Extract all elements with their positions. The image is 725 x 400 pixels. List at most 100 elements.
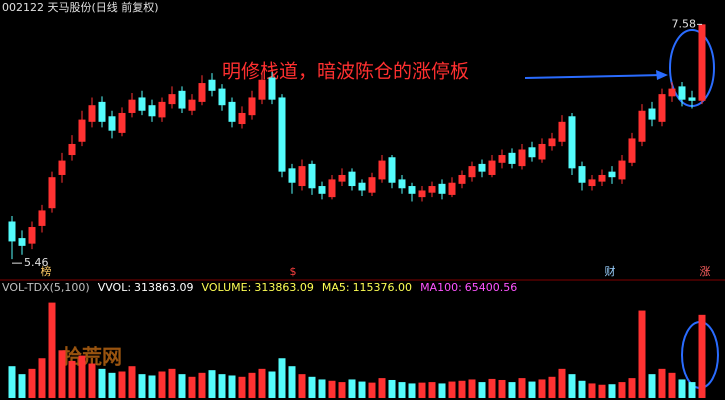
event-marker: 榜 [41, 264, 52, 278]
volume-bar [618, 382, 626, 398]
volume-bar [608, 384, 616, 398]
candle-body [148, 105, 156, 117]
volume-bar [458, 380, 466, 398]
header-value: 313863.09 [134, 281, 194, 294]
candle-body [238, 112, 246, 125]
volume-bar [158, 371, 166, 398]
volume-bar [378, 378, 386, 398]
candle-body [278, 97, 286, 172]
candle-body [528, 147, 536, 158]
volume-header: VOL-TDX(5,100) VVOL: 313863.09 VOLUME: 31386… [2, 281, 517, 294]
volume-bar [8, 366, 16, 398]
candle-body [638, 110, 646, 142]
candle-body [558, 121, 566, 142]
candle-body [518, 149, 526, 167]
volume-bar [578, 380, 586, 398]
candle-body [368, 177, 376, 193]
volume-bar [218, 374, 226, 398]
low-label: 5.46 [24, 256, 49, 269]
candle-body [318, 186, 326, 194]
candle-body [668, 88, 676, 97]
volume-bar [168, 368, 176, 398]
event-marker: $ [290, 265, 297, 278]
candle-body [308, 163, 316, 189]
candle-body [678, 86, 686, 100]
volume-bar [638, 310, 646, 398]
volume-bar [538, 379, 546, 398]
volume-bar [138, 374, 146, 398]
candle-body [178, 90, 186, 109]
volume-bar [348, 379, 356, 398]
annotation: 明修栈道，暗波陈仓的涨停板 [222, 61, 469, 83]
volume-bar [678, 379, 686, 398]
volume-bar [548, 376, 556, 398]
volume-bar [448, 381, 456, 398]
event-marker: 涨 [700, 265, 711, 278]
header-value: 65400.56 [465, 281, 518, 294]
header-value: 115376.00 [353, 281, 413, 294]
volume-bar [188, 376, 196, 398]
candle-body [658, 94, 666, 122]
volume-bar [98, 368, 106, 398]
candle-body [18, 238, 26, 246]
candle-body [478, 163, 486, 172]
candle-body [28, 227, 36, 244]
volume-bar [468, 379, 476, 398]
volume-bar [228, 375, 236, 398]
candle-body [688, 97, 696, 101]
volume-bar [328, 380, 336, 398]
event-marker: 财 [605, 264, 616, 278]
candle-body [628, 138, 636, 163]
volume-bar [238, 376, 246, 398]
volume-bar [628, 378, 636, 398]
volume-bar [88, 363, 96, 398]
candle-body [388, 157, 396, 183]
candle-body [78, 119, 86, 142]
candle-body [88, 105, 96, 122]
candle-body [118, 112, 126, 133]
volume-bar [508, 382, 516, 398]
volume-bar [408, 383, 416, 398]
volume-bar [198, 372, 206, 398]
volume-bar [288, 366, 296, 398]
arrow-head [656, 70, 668, 80]
candle-body [68, 143, 76, 156]
volume-bar [658, 368, 666, 398]
chart-title: 002122 天马股份(日线 前复权) [2, 0, 159, 14]
volume-bar [568, 374, 576, 398]
volume-bar [598, 384, 606, 398]
volume-bar [478, 382, 486, 398]
volume-bar [178, 374, 186, 398]
volume-bar [148, 375, 156, 398]
volume-bar [688, 382, 696, 398]
volume-bar [698, 314, 706, 398]
volume-bar [268, 371, 276, 398]
candle-body [348, 171, 356, 187]
candle-body [198, 83, 206, 102]
candle-body [398, 179, 406, 189]
volume-bar [258, 368, 266, 398]
candle-body [378, 160, 386, 180]
candle-body [258, 79, 266, 100]
volume-bar [528, 381, 536, 398]
header-label: MA100: [420, 281, 462, 294]
candle-body [228, 101, 236, 122]
volume-bar [418, 382, 426, 398]
candle-body [208, 79, 216, 91]
volume-bar [388, 379, 396, 398]
candle-body [468, 166, 476, 178]
candle-body [358, 182, 366, 191]
high-label: 7.58 [672, 17, 697, 30]
candle-body [38, 210, 46, 226]
volume-bar [48, 302, 56, 398]
header-value: 313863.09 [254, 281, 314, 294]
candle-body [98, 101, 106, 122]
volume-bar [358, 381, 366, 398]
candle-body [218, 88, 226, 106]
candle-body [488, 160, 496, 175]
candle-body [188, 99, 196, 111]
header-label: VVOL: [98, 281, 131, 294]
volume-bar [68, 360, 76, 398]
candle-body [588, 179, 596, 187]
